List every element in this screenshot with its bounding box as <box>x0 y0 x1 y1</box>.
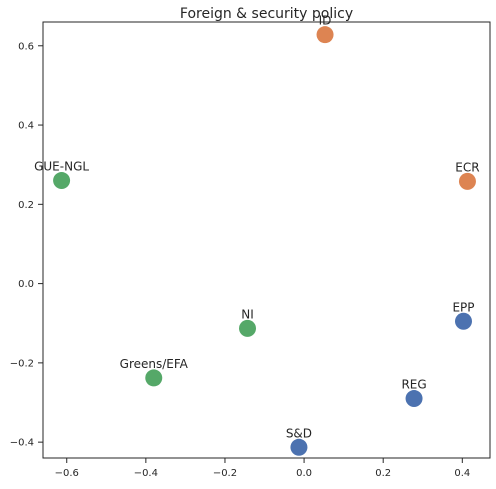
y-tick-label: −0.4 <box>10 438 34 449</box>
point-labels-layer: ID ECR GUE-NGL NI Greens/EFA EPP REG S&D <box>34 14 480 441</box>
point-label: NI <box>241 307 254 321</box>
x-tick-label: −0.6 <box>55 468 79 479</box>
y-tick-label: 0.2 <box>18 200 34 211</box>
x-axis: −0.6 −0.4 −0.2 0.0 0.2 0.4 <box>55 458 470 479</box>
data-point <box>145 369 163 387</box>
x-tick-label: 0.4 <box>454 468 470 479</box>
x-tick-label: −0.2 <box>213 468 237 479</box>
y-tick-label: 0.6 <box>18 41 34 52</box>
data-point <box>454 312 472 330</box>
data-point <box>316 26 334 44</box>
point-label: ECR <box>455 160 479 174</box>
x-tick-label: −0.4 <box>134 468 158 479</box>
y-axis: −0.4 −0.2 0.0 0.2 0.4 0.6 <box>10 41 43 449</box>
point-label: GUE-NGL <box>34 160 89 174</box>
data-point <box>405 390 423 408</box>
data-point <box>239 319 257 337</box>
chart-title: Foreign & security policy <box>180 6 353 22</box>
point-label: Greens/EFA <box>120 357 189 371</box>
points-layer <box>53 26 476 456</box>
data-point <box>458 172 476 190</box>
point-label: EPP <box>452 300 474 314</box>
plot-frame <box>42 21 491 459</box>
data-point <box>53 172 71 190</box>
point-label: ID <box>319 14 332 28</box>
data-point <box>290 438 308 456</box>
point-label: REG <box>401 378 426 392</box>
point-label: S&D <box>286 426 312 440</box>
y-tick-label: 0.4 <box>18 121 34 132</box>
y-tick-label: −0.2 <box>10 358 34 369</box>
x-tick-label: 0.0 <box>296 468 312 479</box>
y-tick-label: 0.0 <box>18 279 34 290</box>
x-tick-label: 0.2 <box>375 468 391 479</box>
